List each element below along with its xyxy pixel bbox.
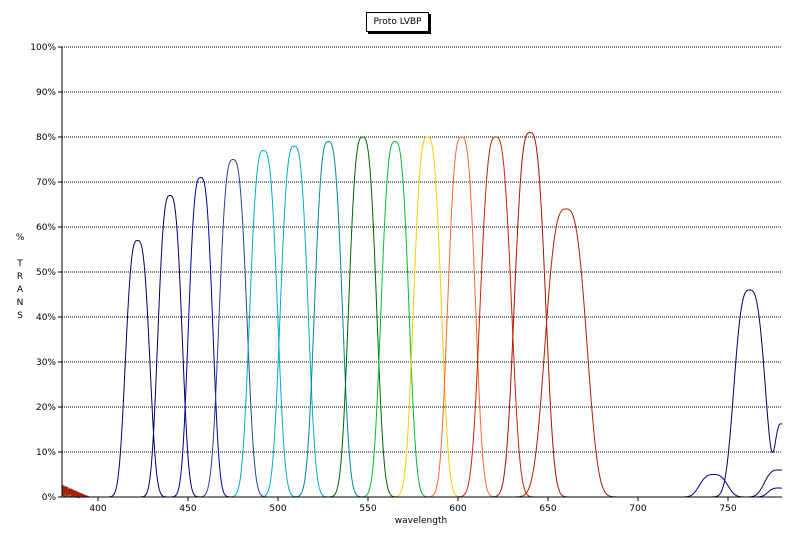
x-axis-label: wavelength	[395, 516, 447, 526]
x-axis-ticks: 400 450 500 550 600 650 700 750	[89, 497, 737, 514]
y-tick-label: 30%	[36, 358, 56, 368]
series-line	[61, 176, 783, 498]
chart-title: Proto LVBP	[366, 12, 429, 32]
y-axis-label-char: N	[16, 298, 24, 308]
y-axis-ticks: 0% 10% 20% 30% 40% 50% 60% 70% 80% 90% 100%	[30, 43, 62, 503]
x-tick-label: 650	[539, 504, 556, 514]
series-line	[61, 140, 782, 499]
y-tick-label: 10%	[36, 448, 56, 458]
y-axis-label-char: T	[17, 259, 23, 269]
y-axis-label-char: A	[16, 285, 24, 295]
y-axis-label-char: R	[16, 272, 24, 282]
y-tick-label: 100%	[30, 43, 56, 53]
series-line	[61, 149, 782, 499]
y-tick-label: 50%	[36, 268, 56, 278]
x-tick-label: 750	[719, 504, 736, 514]
series-line	[61, 140, 782, 498]
y-axis-label-char: %	[15, 233, 25, 243]
series-line	[61, 158, 782, 499]
y-tick-label: 0%	[42, 493, 57, 503]
y-tick-label: 90%	[36, 88, 56, 98]
y-tick-label: 80%	[36, 133, 56, 143]
x-tick-label: 500	[269, 504, 286, 514]
series-group	[61, 132, 783, 499]
x-tick-label: 550	[359, 504, 376, 514]
series-line	[61, 239, 783, 499]
x-tick-label: 600	[449, 504, 466, 514]
x-tick-label: 400	[89, 504, 106, 514]
y-tick-label: 40%	[36, 313, 56, 323]
y-tick-label: 70%	[36, 178, 56, 188]
series-line	[61, 132, 782, 498]
series-line	[61, 208, 782, 499]
y-axis-label-char: S	[17, 311, 23, 321]
x-tick-label: 450	[179, 504, 196, 514]
gridlines	[62, 46, 782, 453]
axes	[61, 47, 782, 498]
y-tick-label: 60%	[36, 223, 56, 233]
series-line	[61, 145, 782, 498]
y-tick-label: 20%	[36, 403, 56, 413]
x-tick-label: 700	[629, 504, 646, 514]
